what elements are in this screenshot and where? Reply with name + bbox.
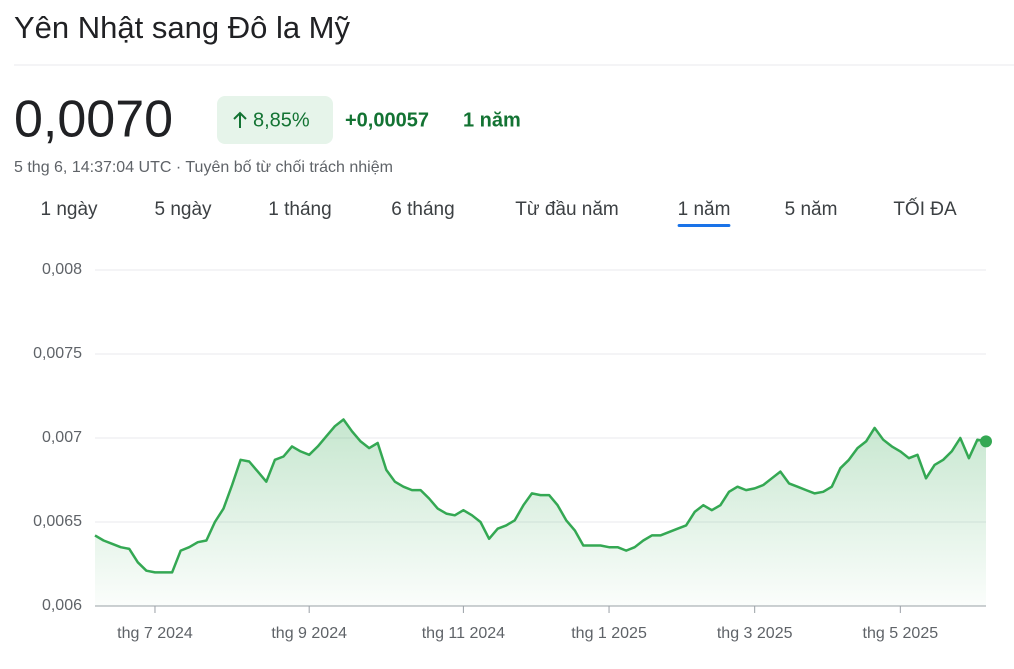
tab[interactable]: 5 ngày [154,199,212,220]
y-tick-label: 0,007 [42,429,82,446]
change-badge [217,96,333,144]
change-period: 1 năm [463,109,521,131]
change-value: +0,00057 [345,109,429,131]
area-fill [95,419,986,606]
y-tick-label: 0,006 [42,597,82,614]
x-tick-label: thg 1 2025 [571,625,647,642]
tab[interactable]: 6 tháng [391,199,454,220]
x-tick-label: thg 9 2024 [271,625,347,642]
x-tick-label: thg 7 2024 [117,625,193,642]
tabs: 1 ngày 5 ngày 1 tháng 6 tháng Từ đầu năm 1 nă… [40,198,957,227]
x-tick-label: thg 11 2024 [422,625,505,642]
timestamp: 5 thg 6, 14:37:04 UTC · Tuyên bố từ chối… [14,159,393,176]
disclaimer[interactable]: Tuyên bố từ chối trách nhiệm [185,159,393,176]
y-tick-label: 0,0065 [33,513,82,530]
up-arrow [233,111,247,128]
chart: 0,006 0,0065 0,007 0,0075 0,008 thg 7 2024 thg… [33,261,992,642]
timestamp-text: 5 thg 6, 14:37:04 UTC [14,159,171,176]
price-line [94,418,987,574]
separator: · [176,159,181,176]
y-tick-label: 0,0075 [33,345,82,362]
change-percent: 8,85% [253,109,310,131]
active-tab-underline [677,224,731,227]
x-tick-label: thg 3 2025 [717,625,793,642]
tab[interactable]: 1 tháng [268,199,331,220]
y-tick-label: 0,008 [42,261,82,278]
x-tick-label: thg 5 2025 [863,625,939,642]
title: Yên Nhật sang Đô la Mỹ [14,10,351,45]
last-point [980,435,992,448]
price: 0,0070 [14,91,173,149]
tab[interactable]: 5 năm [785,199,838,220]
tab[interactable]: 1 năm [678,199,731,220]
tab[interactable]: Từ đầu năm [515,199,619,220]
tab[interactable]: 1 ngày [40,199,98,220]
tab[interactable]: TỐI ĐA [893,198,957,220]
